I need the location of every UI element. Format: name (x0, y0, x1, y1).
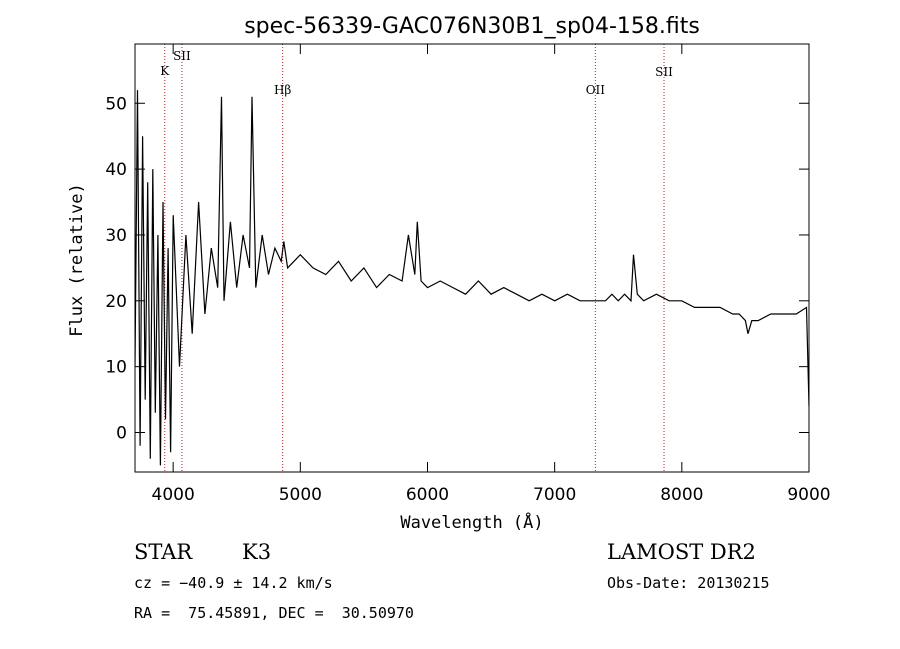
line-marker-label-2: Hβ (274, 83, 291, 97)
y-tick-label-3: 30 (105, 226, 127, 246)
x-tick-label-0: 4000 (152, 485, 195, 505)
line-marker-label-0: K (160, 64, 170, 78)
x-axis-label: Wavelength (Å) (400, 511, 543, 533)
line-marker-label-1: SII (173, 49, 191, 63)
x-tick-label-1: 5000 (279, 485, 322, 505)
survey-name: LAMOST DR2 (607, 540, 756, 564)
object-class: STAR (134, 540, 193, 564)
y-tick-label-2: 20 (105, 292, 127, 312)
y-tick-label-0: 0 (116, 423, 127, 443)
y-tick-label-5: 50 (105, 94, 127, 114)
x-tick-label-2: 6000 (406, 485, 449, 505)
object-subclass: K3 (242, 540, 272, 564)
y-axis-label: Flux (relative) (67, 183, 87, 337)
line-marker-label-3: OII (586, 83, 606, 97)
obs-date: Obs-Date: 20130215 (607, 574, 770, 592)
redshift-cz: cz = −40.9 ± 14.2 km/s (134, 574, 333, 592)
spectrum-series-0 (135, 90, 809, 466)
line-marker-label-4: SII (655, 65, 673, 79)
x-tick-label-4: 8000 (660, 485, 703, 505)
plot-frame (134, 43, 810, 473)
chart-title: spec-56339-GAC076N30B1_sp04-158.fits (244, 14, 700, 39)
ra-dec: RA = 75.45891, DEC = 30.50970 (134, 604, 414, 622)
x-tick-label-5: 9000 (787, 485, 830, 505)
x-tick-label-3: 7000 (533, 485, 576, 505)
y-tick-label-1: 10 (105, 358, 127, 378)
y-tick-label-4: 40 (105, 160, 127, 180)
